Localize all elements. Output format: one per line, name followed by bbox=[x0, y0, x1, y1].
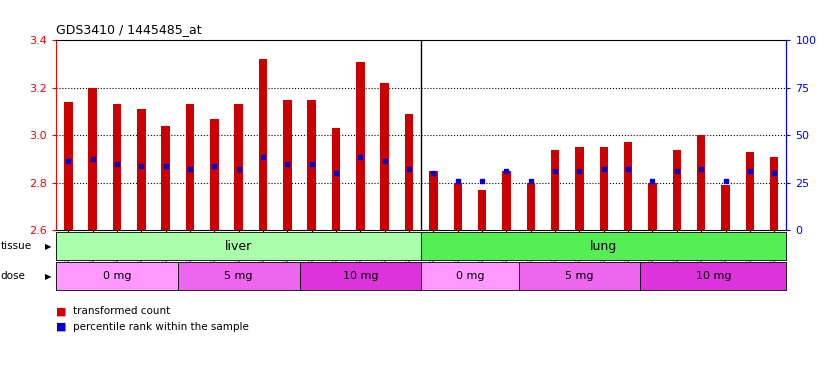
Bar bbox=[746, 152, 754, 230]
Text: 5 mg: 5 mg bbox=[225, 271, 253, 281]
Bar bbox=[64, 102, 73, 230]
Bar bbox=[478, 190, 487, 230]
Bar bbox=[210, 119, 219, 230]
Bar bbox=[161, 126, 170, 230]
Text: ▶: ▶ bbox=[45, 272, 51, 281]
Bar bbox=[332, 128, 340, 230]
Text: tissue: tissue bbox=[1, 241, 32, 252]
Bar bbox=[624, 142, 633, 230]
Bar bbox=[453, 183, 462, 230]
Bar bbox=[113, 104, 121, 230]
Bar bbox=[356, 62, 364, 230]
Bar bbox=[283, 100, 292, 230]
Text: ■: ■ bbox=[56, 322, 67, 332]
Bar bbox=[381, 83, 389, 230]
Bar bbox=[526, 183, 535, 230]
Text: ■: ■ bbox=[56, 306, 67, 316]
Text: 0 mg: 0 mg bbox=[102, 271, 131, 281]
Text: 10 mg: 10 mg bbox=[343, 271, 378, 281]
Bar bbox=[88, 88, 97, 230]
Text: 5 mg: 5 mg bbox=[565, 271, 594, 281]
Bar bbox=[551, 150, 559, 230]
Bar bbox=[405, 114, 413, 230]
Bar bbox=[186, 104, 194, 230]
Bar bbox=[235, 104, 243, 230]
Bar bbox=[672, 150, 681, 230]
Bar bbox=[697, 136, 705, 230]
Bar bbox=[648, 183, 657, 230]
Bar bbox=[502, 171, 510, 230]
Bar bbox=[137, 109, 145, 230]
Text: transformed count: transformed count bbox=[73, 306, 170, 316]
Text: liver: liver bbox=[225, 240, 252, 253]
Bar bbox=[575, 147, 584, 230]
Bar bbox=[721, 185, 729, 230]
Text: percentile rank within the sample: percentile rank within the sample bbox=[73, 322, 249, 332]
Text: lung: lung bbox=[591, 240, 617, 253]
Text: 10 mg: 10 mg bbox=[695, 271, 731, 281]
Bar bbox=[770, 157, 778, 230]
Bar bbox=[430, 171, 438, 230]
Text: dose: dose bbox=[1, 271, 26, 281]
Bar bbox=[307, 100, 316, 230]
Text: 0 mg: 0 mg bbox=[456, 271, 484, 281]
Bar bbox=[259, 60, 268, 230]
Text: GDS3410 / 1445485_at: GDS3410 / 1445485_at bbox=[56, 23, 202, 36]
Bar bbox=[600, 147, 608, 230]
Text: ▶: ▶ bbox=[45, 242, 51, 251]
